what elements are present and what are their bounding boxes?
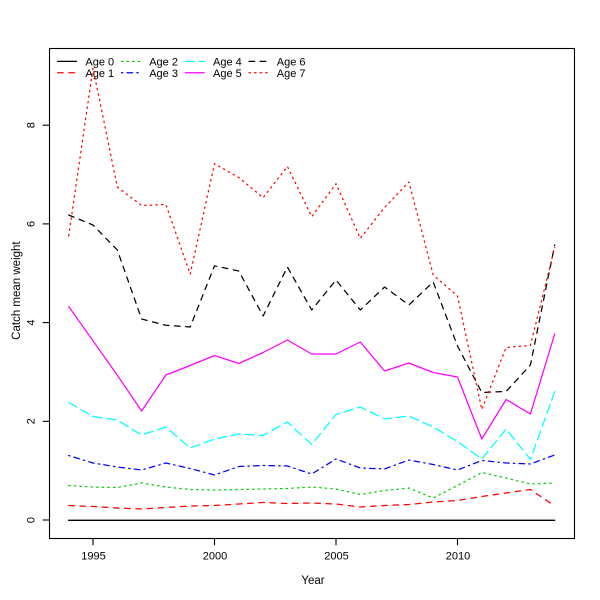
svg-text:6: 6 bbox=[26, 221, 38, 227]
svg-text:8: 8 bbox=[26, 122, 38, 128]
svg-text:Age 3: Age 3 bbox=[149, 68, 178, 80]
svg-text:2000: 2000 bbox=[203, 551, 227, 563]
svg-text:Age 0: Age 0 bbox=[85, 56, 114, 68]
svg-text:4: 4 bbox=[26, 320, 38, 326]
svg-text:Age 2: Age 2 bbox=[149, 56, 178, 68]
svg-text:Catch mean weight: Catch mean weight bbox=[11, 241, 23, 340]
svg-text:1995: 1995 bbox=[81, 551, 105, 563]
svg-text:Age 7: Age 7 bbox=[277, 68, 306, 80]
svg-text:2: 2 bbox=[26, 418, 38, 424]
svg-text:Year: Year bbox=[301, 575, 324, 587]
svg-text:Age 5: Age 5 bbox=[213, 68, 242, 80]
svg-text:2010: 2010 bbox=[446, 551, 470, 563]
svg-text:Age 6: Age 6 bbox=[277, 56, 306, 68]
svg-text:2005: 2005 bbox=[324, 551, 348, 563]
svg-text:Age 4: Age 4 bbox=[213, 56, 242, 68]
svg-text:0: 0 bbox=[26, 517, 38, 523]
svg-text:Age 1: Age 1 bbox=[85, 68, 114, 80]
